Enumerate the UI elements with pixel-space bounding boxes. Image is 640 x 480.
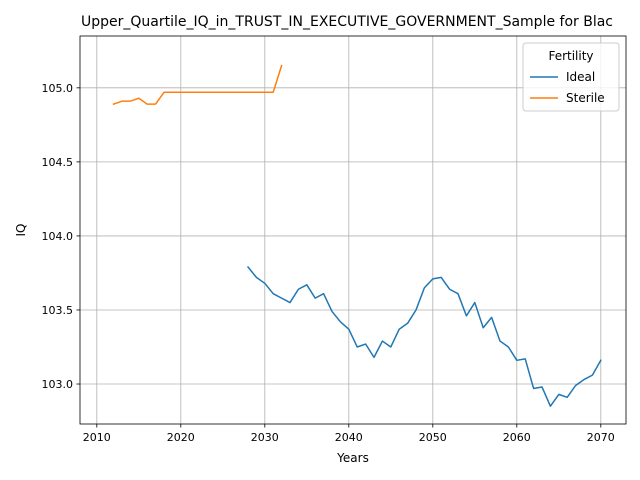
grid — [80, 36, 626, 424]
x-tick-label: 2070 — [587, 431, 615, 444]
legend-label-sterile: Sterile — [566, 91, 605, 105]
y-tick-label: 103.0 — [42, 378, 74, 391]
series-line-sterile — [112, 64, 283, 106]
x-axis-label: Years — [336, 451, 369, 465]
x-tick-label: 2020 — [167, 431, 195, 444]
x-axis-ticks: 2010 2020 2030 2040 2050 2060 2070 — [83, 424, 615, 444]
y-tick-label: 104.5 — [42, 156, 74, 169]
x-tick-label: 2040 — [335, 431, 363, 444]
x-tick-label: 2010 — [83, 431, 111, 444]
x-tick-label: 2030 — [251, 431, 279, 444]
legend-title: Fertility — [548, 49, 593, 63]
series-line-ideal — [246, 265, 602, 407]
x-tick-label: 2060 — [503, 431, 531, 444]
y-tick-label: 104.0 — [42, 230, 74, 243]
legend: Fertility Ideal Sterile — [522, 42, 620, 112]
plot-frame — [79, 35, 627, 425]
chart-title: Upper_Quartile_IQ_in_TRUST_IN_EXECUTIVE_… — [81, 14, 613, 30]
legend-label-ideal: Ideal — [566, 70, 595, 84]
y-tick-label: 103.5 — [42, 304, 74, 317]
x-tick-label: 2050 — [419, 431, 447, 444]
legend-box — [522, 42, 620, 112]
y-axis-ticks: 103.0 103.5 104.0 104.5 105.0 — [42, 82, 80, 391]
y-tick-label: 105.0 — [42, 82, 74, 95]
y-axis-label: IQ — [14, 224, 28, 237]
series-lines — [112, 64, 602, 407]
